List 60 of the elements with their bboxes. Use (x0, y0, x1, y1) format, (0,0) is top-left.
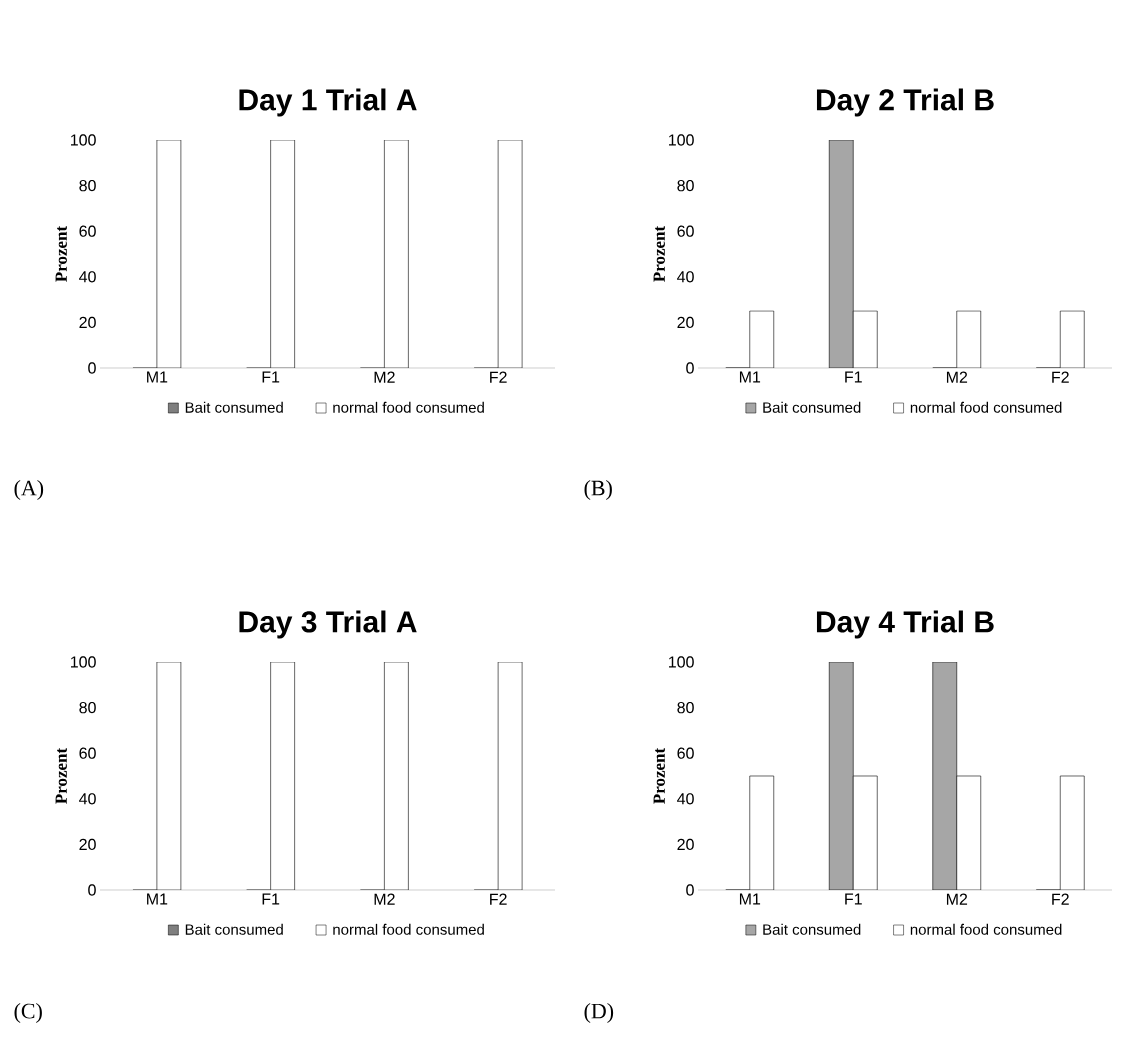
y-axis-title: Prozent (55, 225, 67, 282)
y-axis-title: Prozent (653, 225, 665, 282)
y-axis-title: Prozent (55, 747, 67, 804)
chart-title: Day 3 Trial A (239, 610, 417, 639)
x-tick-label: F2 (1052, 371, 1069, 383)
y-tick-label: 60 (79, 747, 96, 759)
y-tick-label: 60 (677, 225, 694, 237)
legend-label: Bait consumed (185, 923, 283, 935)
chart-title: Day 4 Trial B (816, 610, 994, 639)
x-tick-label: F2 (1052, 893, 1069, 905)
y-tick-label: 0 (88, 884, 96, 896)
chart-title: Day 2 Trial B (816, 88, 994, 117)
y-tick-label: 40 (677, 271, 694, 283)
x-tick-label: F2 (490, 893, 507, 905)
text: (C) (14, 1003, 42, 1023)
text: (D) (584, 1003, 614, 1023)
y-tick-label: 60 (79, 225, 96, 237)
y-tick-label: 100 (669, 134, 694, 146)
y-tick-label: 100 (71, 134, 96, 146)
legend-label: Bait consumed (185, 401, 283, 413)
y-tick-label: 80 (79, 701, 96, 714)
y-tick-label: 100 (669, 656, 694, 668)
x-tick-label: F1 (845, 371, 862, 383)
text: (B) (584, 480, 612, 500)
x-tick-label: M1 (739, 893, 761, 905)
y-tick-label: 100 (71, 656, 96, 668)
x-tick-label: F1 (262, 371, 280, 383)
y-tick-label: 40 (79, 793, 96, 805)
x-tick-label: M2 (374, 893, 395, 905)
y-tick-label: 20 (79, 838, 96, 851)
x-tick-label: F1 (845, 893, 862, 905)
x-tick-label: M2 (946, 371, 968, 383)
y-tick-label: 0 (686, 362, 694, 374)
legend-label: Bait consumed (763, 923, 861, 935)
text: normal food consumed (333, 923, 484, 935)
y-tick-label: 40 (79, 271, 96, 283)
x-tick-label: M1 (147, 893, 168, 905)
y-tick-label: 20 (79, 316, 96, 329)
legend-label: normal food consumed (910, 401, 1062, 413)
text: (A) (14, 480, 44, 500)
x-tick-label: F2 (490, 371, 507, 383)
y-tick-label: 80 (79, 179, 96, 192)
x-tick-label: M2 (374, 371, 395, 383)
y-tick-label: 80 (677, 179, 694, 192)
text: normal food consumed (333, 401, 484, 413)
y-tick-label: 20 (677, 316, 694, 329)
y-tick-label: 0 (686, 884, 694, 896)
legend-label: Bait consumed (763, 401, 861, 413)
y-tick-label: 60 (677, 747, 694, 759)
y-tick-label: 80 (677, 701, 694, 714)
y-tick-label: 0 (88, 362, 96, 374)
x-tick-label: F1 (262, 893, 280, 905)
chart-title: Day 1 Trial A (239, 88, 417, 117)
y-axis-title: Prozent (653, 747, 665, 804)
y-tick-label: 40 (677, 793, 694, 805)
y-tick-label: 20 (677, 838, 694, 851)
x-tick-label: M2 (946, 893, 968, 905)
x-tick-label: M1 (739, 371, 761, 383)
x-tick-label: M1 (147, 371, 168, 383)
text: normal food consumed (910, 923, 1062, 935)
